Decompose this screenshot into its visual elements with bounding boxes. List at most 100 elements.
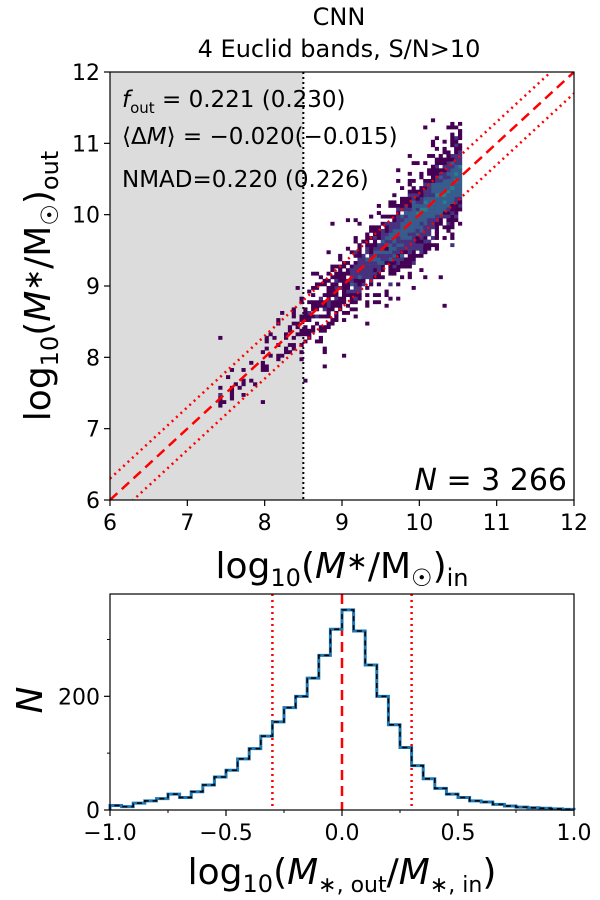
- heatmap-cell: [361, 257, 366, 262]
- heatmap-cell: [400, 243, 405, 248]
- heatmap-cell: [438, 157, 443, 162]
- heatmap-cell: [342, 310, 347, 315]
- hist-y-tick-label: 0: [86, 799, 100, 824]
- heatmap-cell: [411, 225, 416, 230]
- heatmap-cell: [303, 378, 308, 383]
- heatmap-cell: [330, 268, 335, 273]
- heatmap-cell: [438, 275, 443, 280]
- heatmap-cell: [338, 268, 343, 273]
- heatmap-cell: [345, 268, 351, 273]
- heatmap-cell: [318, 300, 323, 305]
- heatmap-cell: [318, 314, 323, 319]
- heatmap-cell: [218, 393, 223, 397]
- heatmap-cell: [303, 307, 308, 312]
- heatmap-cell: [253, 382, 258, 387]
- heatmap-cell: [307, 289, 312, 294]
- heatmap-cell: [415, 189, 420, 194]
- heatmap-cell: [376, 203, 381, 208]
- heatmap-cell: [446, 189, 451, 194]
- heatmap-cell: [450, 121, 455, 126]
- heatmap-cell: [446, 164, 451, 169]
- heatmap-cell: [365, 261, 370, 265]
- heatmap-cell: [458, 157, 463, 162]
- heatmap-cell: [372, 246, 378, 251]
- heatmap-cell: [403, 207, 409, 212]
- heatmap-cell: [369, 243, 374, 248]
- heatmap-cell: [342, 289, 347, 294]
- heatmap-cell: [334, 296, 339, 301]
- heatmap-cell: [446, 218, 451, 223]
- heatmap-cell: [450, 143, 455, 148]
- heatmap-cell: [376, 246, 381, 251]
- heatmap-cell: [450, 232, 455, 237]
- heatmap-cell: [430, 139, 436, 144]
- heatmap-cell: [407, 196, 412, 201]
- heatmap-cell: [318, 303, 323, 308]
- heatmap-cell: [326, 307, 331, 312]
- heatmap-cell: [380, 228, 385, 233]
- heatmap-cell: [458, 121, 463, 126]
- heatmap-cell: [287, 343, 293, 347]
- heatmap-cell: [388, 261, 393, 265]
- heatmap-cell: [392, 214, 397, 219]
- top-panel-ticks: 6 7 8 9 10 11 12 6 7 8 9 10 11 12: [72, 61, 588, 536]
- heatmap-cell: [415, 196, 420, 201]
- heatmap-cell: [330, 289, 335, 294]
- heatmap-cell: [415, 207, 420, 212]
- heatmap-cell: [419, 221, 424, 226]
- heatmap-cell: [307, 300, 312, 305]
- heatmap-cell: [326, 303, 331, 308]
- heatmap-cell: [311, 328, 316, 333]
- heatmap-cell: [218, 403, 223, 408]
- heatmap-cell: [353, 286, 358, 290]
- histogram-panel: −1.0 −0.5 0.0 0.5 1.0 0 200 log10(M∗, out/M∗, …: [10, 593, 592, 898]
- y-tick-label: 9: [86, 275, 100, 300]
- heatmap-cell: [450, 196, 455, 201]
- heatmap-cell: [434, 189, 439, 194]
- heatmap-cell: [442, 171, 447, 176]
- heatmap-cell: [365, 303, 370, 308]
- heatmap-cell: [458, 179, 463, 183]
- hist-x-tick-label: −1.0: [83, 821, 136, 846]
- heatmap-cell: [446, 221, 451, 226]
- heatmap-cell: [450, 125, 455, 130]
- heatmap-cell: [380, 250, 385, 255]
- heatmap-cell: [423, 211, 428, 215]
- heatmap-cell: [430, 218, 436, 223]
- heatmap-cell: [442, 211, 447, 215]
- heatmap-cell: [291, 346, 296, 351]
- heatmap-cell: [349, 293, 354, 297]
- heatmap-cell: [434, 221, 439, 226]
- heatmap-cell: [450, 157, 455, 162]
- heatmap-cell: [411, 261, 416, 265]
- chart-title-line-1: CNN: [313, 3, 366, 31]
- heatmap-cell: [345, 218, 351, 223]
- heatmap-cell: [450, 211, 455, 215]
- heatmap-cell: [295, 321, 300, 326]
- heatmap-cell: [458, 196, 463, 201]
- heatmap-cell: [334, 282, 339, 287]
- heatmap-cell: [446, 186, 451, 190]
- heatmap-cell: [419, 239, 424, 244]
- heatmap-cell: [450, 218, 455, 223]
- heatmap-cell: [264, 368, 269, 372]
- heatmap-cell: [434, 214, 439, 219]
- heatmap-cell: [369, 246, 374, 251]
- heatmap-cell: [419, 203, 424, 208]
- heatmap-cell: [403, 250, 409, 255]
- heatmap-cell: [353, 268, 358, 273]
- heatmap-cell: [384, 225, 389, 230]
- heatmap-cell: [430, 236, 436, 240]
- heatmap-cell: [450, 179, 455, 183]
- heatmap-cell: [260, 368, 265, 372]
- heatmap-cell: [430, 175, 436, 180]
- x-tick-label: 10: [405, 511, 433, 536]
- heatmap-cell: [326, 293, 331, 297]
- heatmap-cell: [434, 171, 439, 176]
- heatmap-cell: [334, 271, 339, 276]
- heatmap-cell: [322, 350, 327, 355]
- heatmap-cell: [419, 243, 424, 248]
- heatmap-cell: [280, 353, 285, 358]
- heatmap-cell: [446, 125, 451, 130]
- heatmap-cell: [411, 193, 416, 198]
